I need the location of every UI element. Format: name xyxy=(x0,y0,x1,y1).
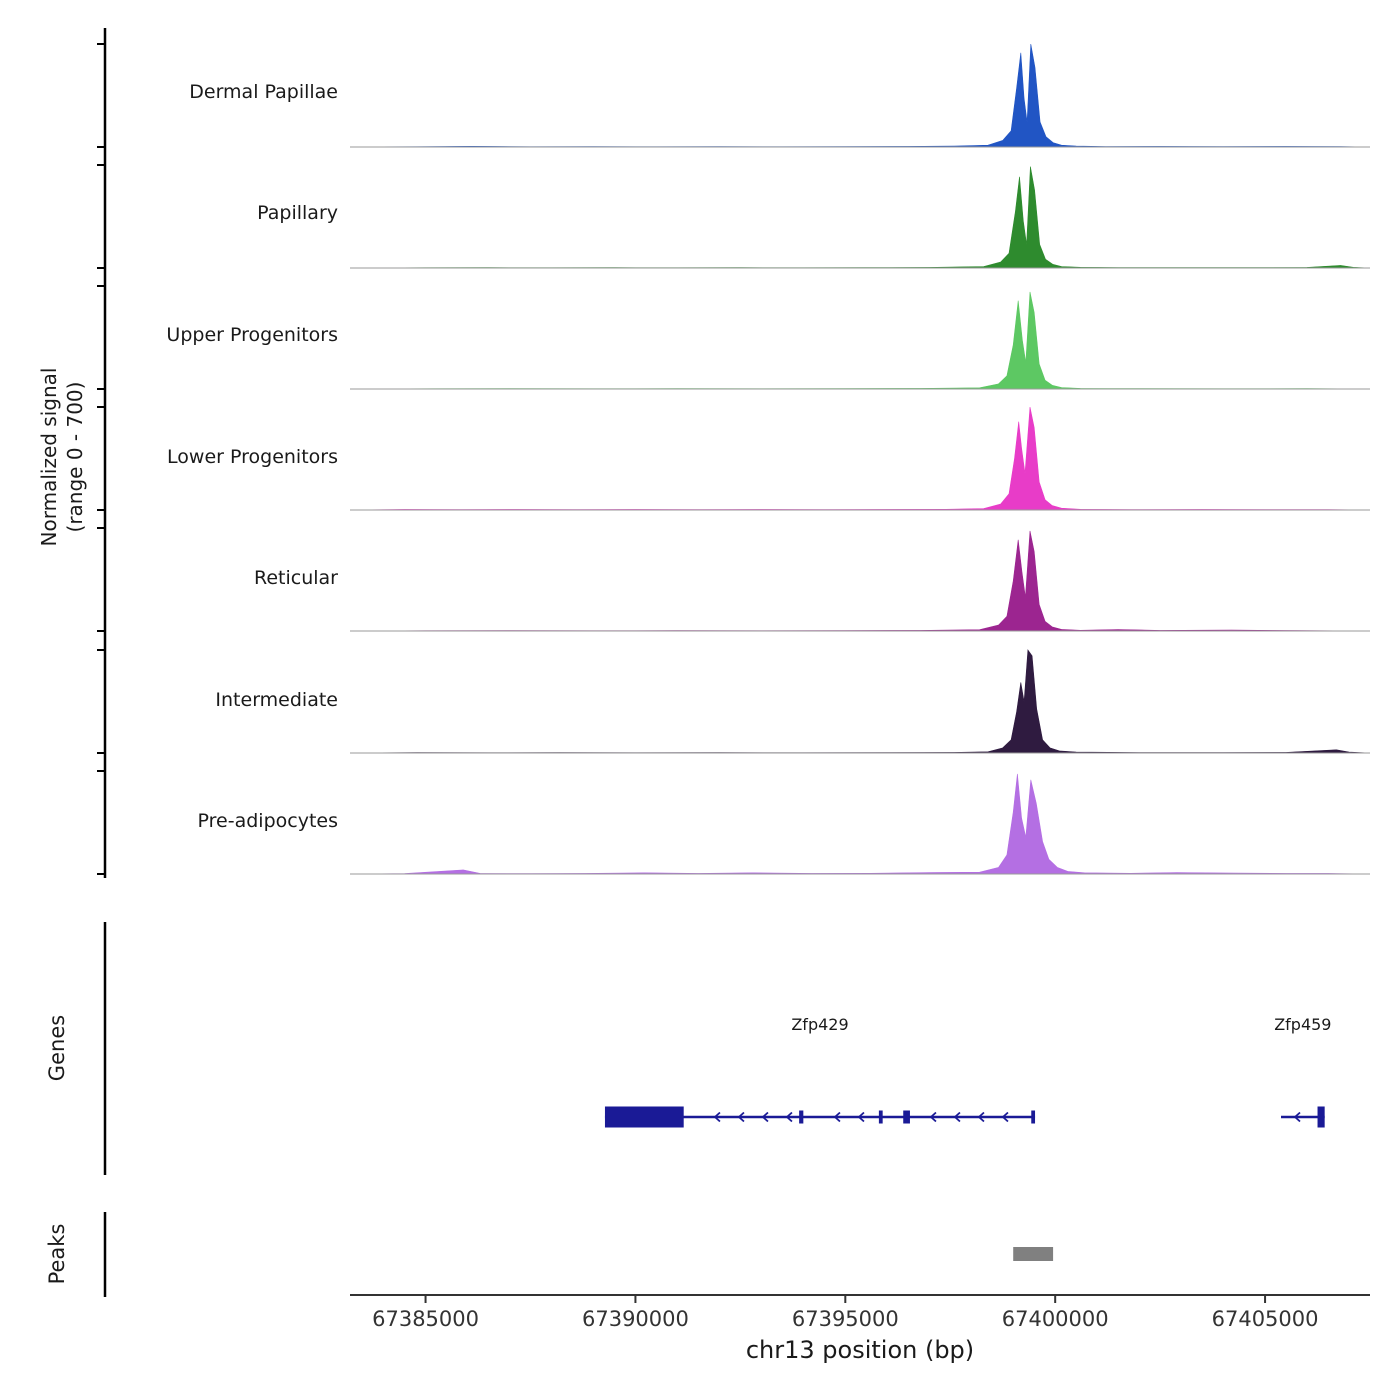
signal-area-upper-progenitors xyxy=(349,291,1371,390)
gene-model-zfp459: Zfp459 xyxy=(1274,1015,1331,1128)
x-axis-title: chr13 position (bp) xyxy=(745,1336,975,1364)
strand-arrow-icon xyxy=(953,1111,961,1123)
gene-exon xyxy=(1031,1110,1036,1124)
x-axis-tick-label: 67405000 xyxy=(1212,1307,1319,1331)
strand-arrow-icon xyxy=(761,1111,769,1123)
signal-area-dermal-papillae xyxy=(349,43,1371,148)
signal-area-lower-progenitors xyxy=(349,406,1371,511)
x-axis-tick-label: 67395000 xyxy=(792,1307,899,1331)
peak-box xyxy=(1013,1247,1054,1261)
gene-exon xyxy=(878,1110,883,1124)
peaks-section-label: Peaks xyxy=(45,1223,69,1285)
track-label-dermal-papillae: Dermal Papillae xyxy=(189,81,338,103)
track-label-pre-adipocytes: Pre-adipocytes xyxy=(197,810,338,832)
signal-area-pre-adipocytes xyxy=(349,773,1371,875)
gene-exon xyxy=(799,1110,804,1124)
signal-area-intermediate xyxy=(349,649,1371,754)
strand-arrow-icon xyxy=(713,1111,721,1123)
track-label-intermediate: Intermediate xyxy=(215,689,338,711)
x-axis-tick-label: 67385000 xyxy=(372,1307,479,1331)
gene-model-zfp429: Zfp429 xyxy=(604,1015,1036,1128)
strand-arrow-icon xyxy=(857,1111,865,1123)
gene-label: Zfp459 xyxy=(1274,1015,1331,1034)
track-label-papillary: Papillary xyxy=(257,202,338,224)
strand-arrow-icon xyxy=(833,1111,841,1123)
gene-exon xyxy=(604,1106,684,1128)
x-axis-tick-label: 67400000 xyxy=(1002,1307,1109,1331)
strand-arrow-icon xyxy=(929,1111,937,1123)
strand-arrow-icon xyxy=(737,1111,745,1123)
strand-arrow-icon xyxy=(785,1111,793,1123)
track-label-reticular: Reticular xyxy=(254,567,338,589)
strand-arrow-icon xyxy=(977,1111,985,1123)
track-label-lower-progenitors: Lower Progenitors xyxy=(167,446,338,468)
signal-area-reticular xyxy=(349,530,1371,632)
gene-exon xyxy=(1317,1106,1325,1128)
strand-arrow-icon xyxy=(1293,1111,1301,1123)
gene-label: Zfp429 xyxy=(791,1015,848,1034)
track-label-upper-progenitors: Upper Progenitors xyxy=(166,324,338,346)
x-axis-tick-label: 67390000 xyxy=(582,1307,689,1331)
gene-exon xyxy=(903,1110,910,1124)
strand-arrow-icon xyxy=(1001,1111,1009,1123)
signal-area-papillary xyxy=(349,166,1371,269)
genes-section-label: Genes xyxy=(45,1014,69,1082)
